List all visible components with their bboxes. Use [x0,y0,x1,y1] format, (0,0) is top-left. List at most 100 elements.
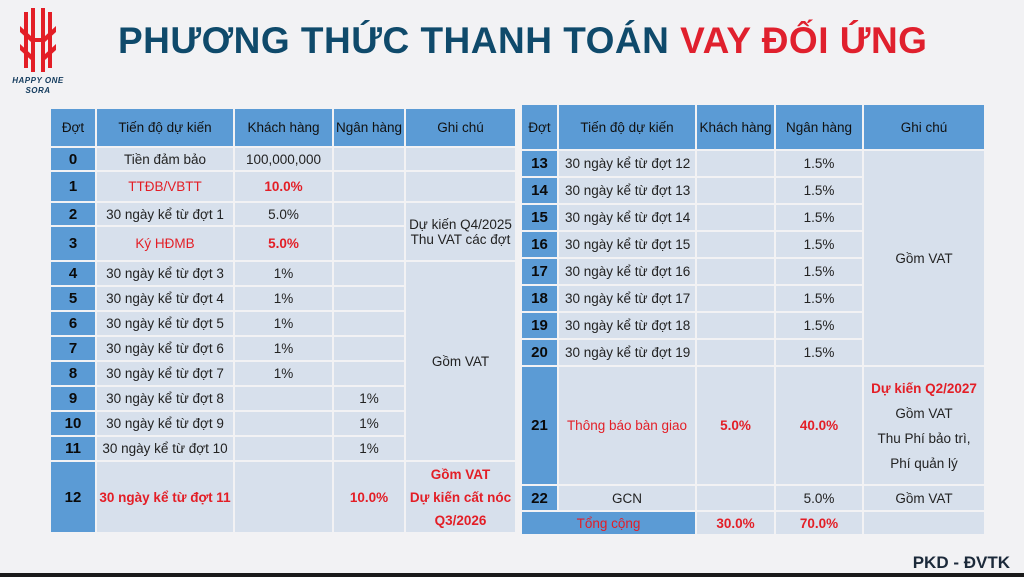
col-header-schedule: Tiến độ dự kiến [559,105,695,149]
table-row: 22 GCN 5.0% Gồm VAT [522,486,984,510]
table-row: 9 30 ngày kể từ đợt 8 1% [51,387,515,410]
note-cell: Dự kiến Q2/2027 Gồm VAT Thu Phí bảo trì,… [864,367,984,484]
customer-cell [235,462,332,532]
bank-cell: 1.5% [776,259,862,284]
schedule-cell: 30 ngày kể từ đợt 4 [97,287,233,310]
schedule-cell: 30 ngày kể từ đợt 9 [97,412,233,435]
schedule-cell: 30 ngày kể từ đợt 3 [97,262,233,285]
total-customer: 30.0% [697,512,774,534]
note-line: Q3/2026 [434,512,487,528]
phase-number: 2 [51,203,95,225]
schedule-cell: 30 ngày kể từ đợt 18 [559,313,695,338]
customer-cell [697,286,774,311]
table-row: 18 30 ngày kể từ đợt 17 1.5% [522,286,984,311]
happy-one-sora-logo [6,8,70,98]
bottom-bar [0,573,1024,577]
note-line: Thu VAT các đợt [410,231,511,247]
col-header-phase: Đợt [522,105,557,149]
schedule-cell: Thông báo bàn giao [559,367,695,484]
note-line: Phí quản lý [890,455,958,471]
customer-cell: 1% [235,262,332,285]
note-line: Gồm VAT [895,405,953,421]
schedule-cell: Tiền đảm bảo [97,148,233,170]
payment-schedule-left-table: Đợt Tiến độ dự kiến Khách hàng Ngân hàng… [49,107,517,534]
total-row: Tổng cộng 30.0% 70.0% [522,512,984,534]
customer-cell: 100,000,000 [235,148,332,170]
customer-cell: 1% [235,362,332,385]
phase-number: 14 [522,178,557,203]
schedule-cell: 30 ngày kể từ đợt 13 [559,178,695,203]
schedule-cell: 30 ngày kể từ đợt 14 [559,205,695,230]
phase-number: 10 [51,412,95,435]
table-row: 11 30 ngày kể từ đợt 10 1% [51,437,515,460]
col-header-note: Ghi chú [406,109,515,146]
table-row: 3 Ký HĐMB 5.0% [51,227,515,260]
note-cell: Gồm VAT [864,151,984,365]
schedule-cell: 30 ngày kể từ đợt 10 [97,437,233,460]
note-line: Dự kiến Q2/2027 [871,380,977,396]
phase-number: 19 [522,313,557,338]
col-header-phase: Đợt [51,109,95,146]
phase-number: 5 [51,287,95,310]
title-main: PHƯƠNG THỨC THANH TOÁN [118,20,670,61]
bank-cell: 1% [334,412,404,435]
schedule-cell: 30 ngày kể từ đợt 19 [559,340,695,365]
customer-cell [235,387,332,410]
table-row: 17 30 ngày kể từ đợt 16 1.5% [522,259,984,284]
customer-cell [235,437,332,460]
table-row: 12 30 ngày kể từ đợt 11 10.0% Gồm VAT Dự… [51,462,515,532]
table-row: 15 30 ngày kể từ đợt 14 1.5% [522,205,984,230]
schedule-cell: Ký HĐMB [97,227,233,260]
bank-cell [334,362,404,385]
table-row: 6 30 ngày kể từ đợt 5 1% [51,312,515,335]
customer-cell: 1% [235,287,332,310]
customer-cell [235,412,332,435]
table-header-row: Đợt Tiến độ dự kiến Khách hàng Ngân hàng… [51,109,515,146]
phase-number: 20 [522,340,557,365]
bank-cell: 1.5% [776,151,862,176]
bank-cell: 1.5% [776,313,862,338]
bank-cell: 1% [334,437,404,460]
customer-cell: 10.0% [235,172,332,201]
payment-schedule-right-table: Đợt Tiến độ dự kiến Khách hàng Ngân hàng… [520,103,986,536]
bank-cell [334,172,404,201]
bank-cell: 1% [334,387,404,410]
customer-cell: 1% [235,337,332,360]
customer-cell: 5.0% [235,203,332,225]
customer-cell [697,340,774,365]
bank-cell: 1.5% [776,340,862,365]
customer-cell [697,232,774,257]
phase-number: 6 [51,312,95,335]
bank-cell: 40.0% [776,367,862,484]
schedule-cell: 30 ngày kể từ đợt 17 [559,286,695,311]
bank-cell [334,227,404,260]
total-label: Tổng cộng [522,512,695,534]
customer-cell [697,151,774,176]
note-cell: Dự kiến Q4/2025 Thu VAT các đợt [406,203,515,260]
bank-cell [334,203,404,225]
note-cell-empty [406,172,515,201]
customer-cell: 5.0% [697,367,774,484]
customer-cell [697,313,774,338]
schedule-cell: GCN [559,486,695,510]
phase-number: 1 [51,172,95,201]
customer-cell: 1% [235,312,332,335]
table-row: 1 TTĐB/VBTT 10.0% [51,172,515,201]
col-header-schedule: Tiến độ dự kiến [97,109,233,146]
phase-number: 4 [51,262,95,285]
customer-cell [697,178,774,203]
table-row: 8 30 ngày kể từ đợt 7 1% [51,362,515,385]
bank-cell [334,148,404,170]
schedule-cell: TTĐB/VBTT [97,172,233,201]
bank-cell: 1.5% [776,232,862,257]
bank-cell [334,262,404,285]
bank-cell [334,312,404,335]
schedule-cell: 30 ngày kể từ đợt 12 [559,151,695,176]
table-row: 21 Thông báo bàn giao 5.0% 40.0% Dự kiến… [522,367,984,484]
phase-number: 11 [51,437,95,460]
schedule-cell: 30 ngày kể từ đợt 11 [97,462,233,532]
table-row: 16 30 ngày kể từ đợt 15 1.5% [522,232,984,257]
bank-cell: 1.5% [776,205,862,230]
note-line: Gồm VAT [430,466,491,482]
phase-number: 8 [51,362,95,385]
